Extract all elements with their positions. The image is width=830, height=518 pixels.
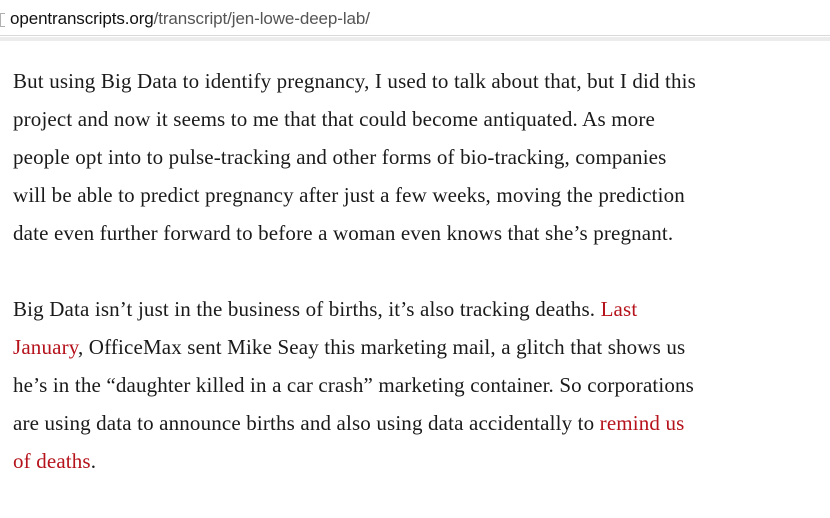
paragraph-2: Big Data isn’t just in the business of b… <box>13 290 825 480</box>
line-text: are using data to announce births and al… <box>13 411 600 435</box>
paragraph-line: January, OfficeMax sent Mike Seay this m… <box>13 328 825 366</box>
paragraph-line: he’s in the “daughter killed in a car cr… <box>13 373 695 397</box>
article-body: But using Big Data to identify pregnancy… <box>13 62 825 518</box>
paragraph-line: Big Data isn’t just in the business of b… <box>13 290 825 328</box>
url-path: /transcript/jen-lowe-deep-lab/ <box>153 9 370 28</box>
paragraph-1: But using Big Data to identify pregnancy… <box>13 62 825 252</box>
paragraph-line: are using data to announce births and al… <box>13 404 825 442</box>
paragraph-line: date even further forward to before a wo… <box>13 221 674 245</box>
url-host: opentranscripts.org <box>10 9 154 28</box>
link-last-january-part1[interactable]: Last <box>600 297 638 321</box>
paragraph-line: of deaths. <box>13 442 825 480</box>
line-text: , OfficeMax sent Mike Seay this marketin… <box>78 335 686 359</box>
address-bar[interactable]: opentranscripts.org/transcript/jen-lowe-… <box>0 0 830 38</box>
link-remind-us-part2[interactable]: of deaths <box>13 449 91 473</box>
page-icon <box>0 13 5 27</box>
link-last-january-part2[interactable]: January <box>13 335 78 359</box>
paragraph-line: will be able to predict pregnancy after … <box>13 183 685 207</box>
link-remind-us-part1[interactable]: remind us <box>599 411 685 435</box>
address-bar-field[interactable]: opentranscripts.org/transcript/jen-lowe-… <box>0 0 830 36</box>
line-text: Big Data isn’t just in the business of b… <box>13 297 601 321</box>
url-text[interactable]: opentranscripts.org/transcript/jen-lowe-… <box>10 9 370 29</box>
paragraph-line: But using Big Data to identify pregnancy… <box>13 69 696 93</box>
paragraph-line: people opt into to pulse-tracking and ot… <box>13 145 667 169</box>
paragraph-line: project and now it seems to me that that… <box>13 107 655 131</box>
toolbar-divider <box>0 37 830 41</box>
line-text: . <box>90 449 97 473</box>
